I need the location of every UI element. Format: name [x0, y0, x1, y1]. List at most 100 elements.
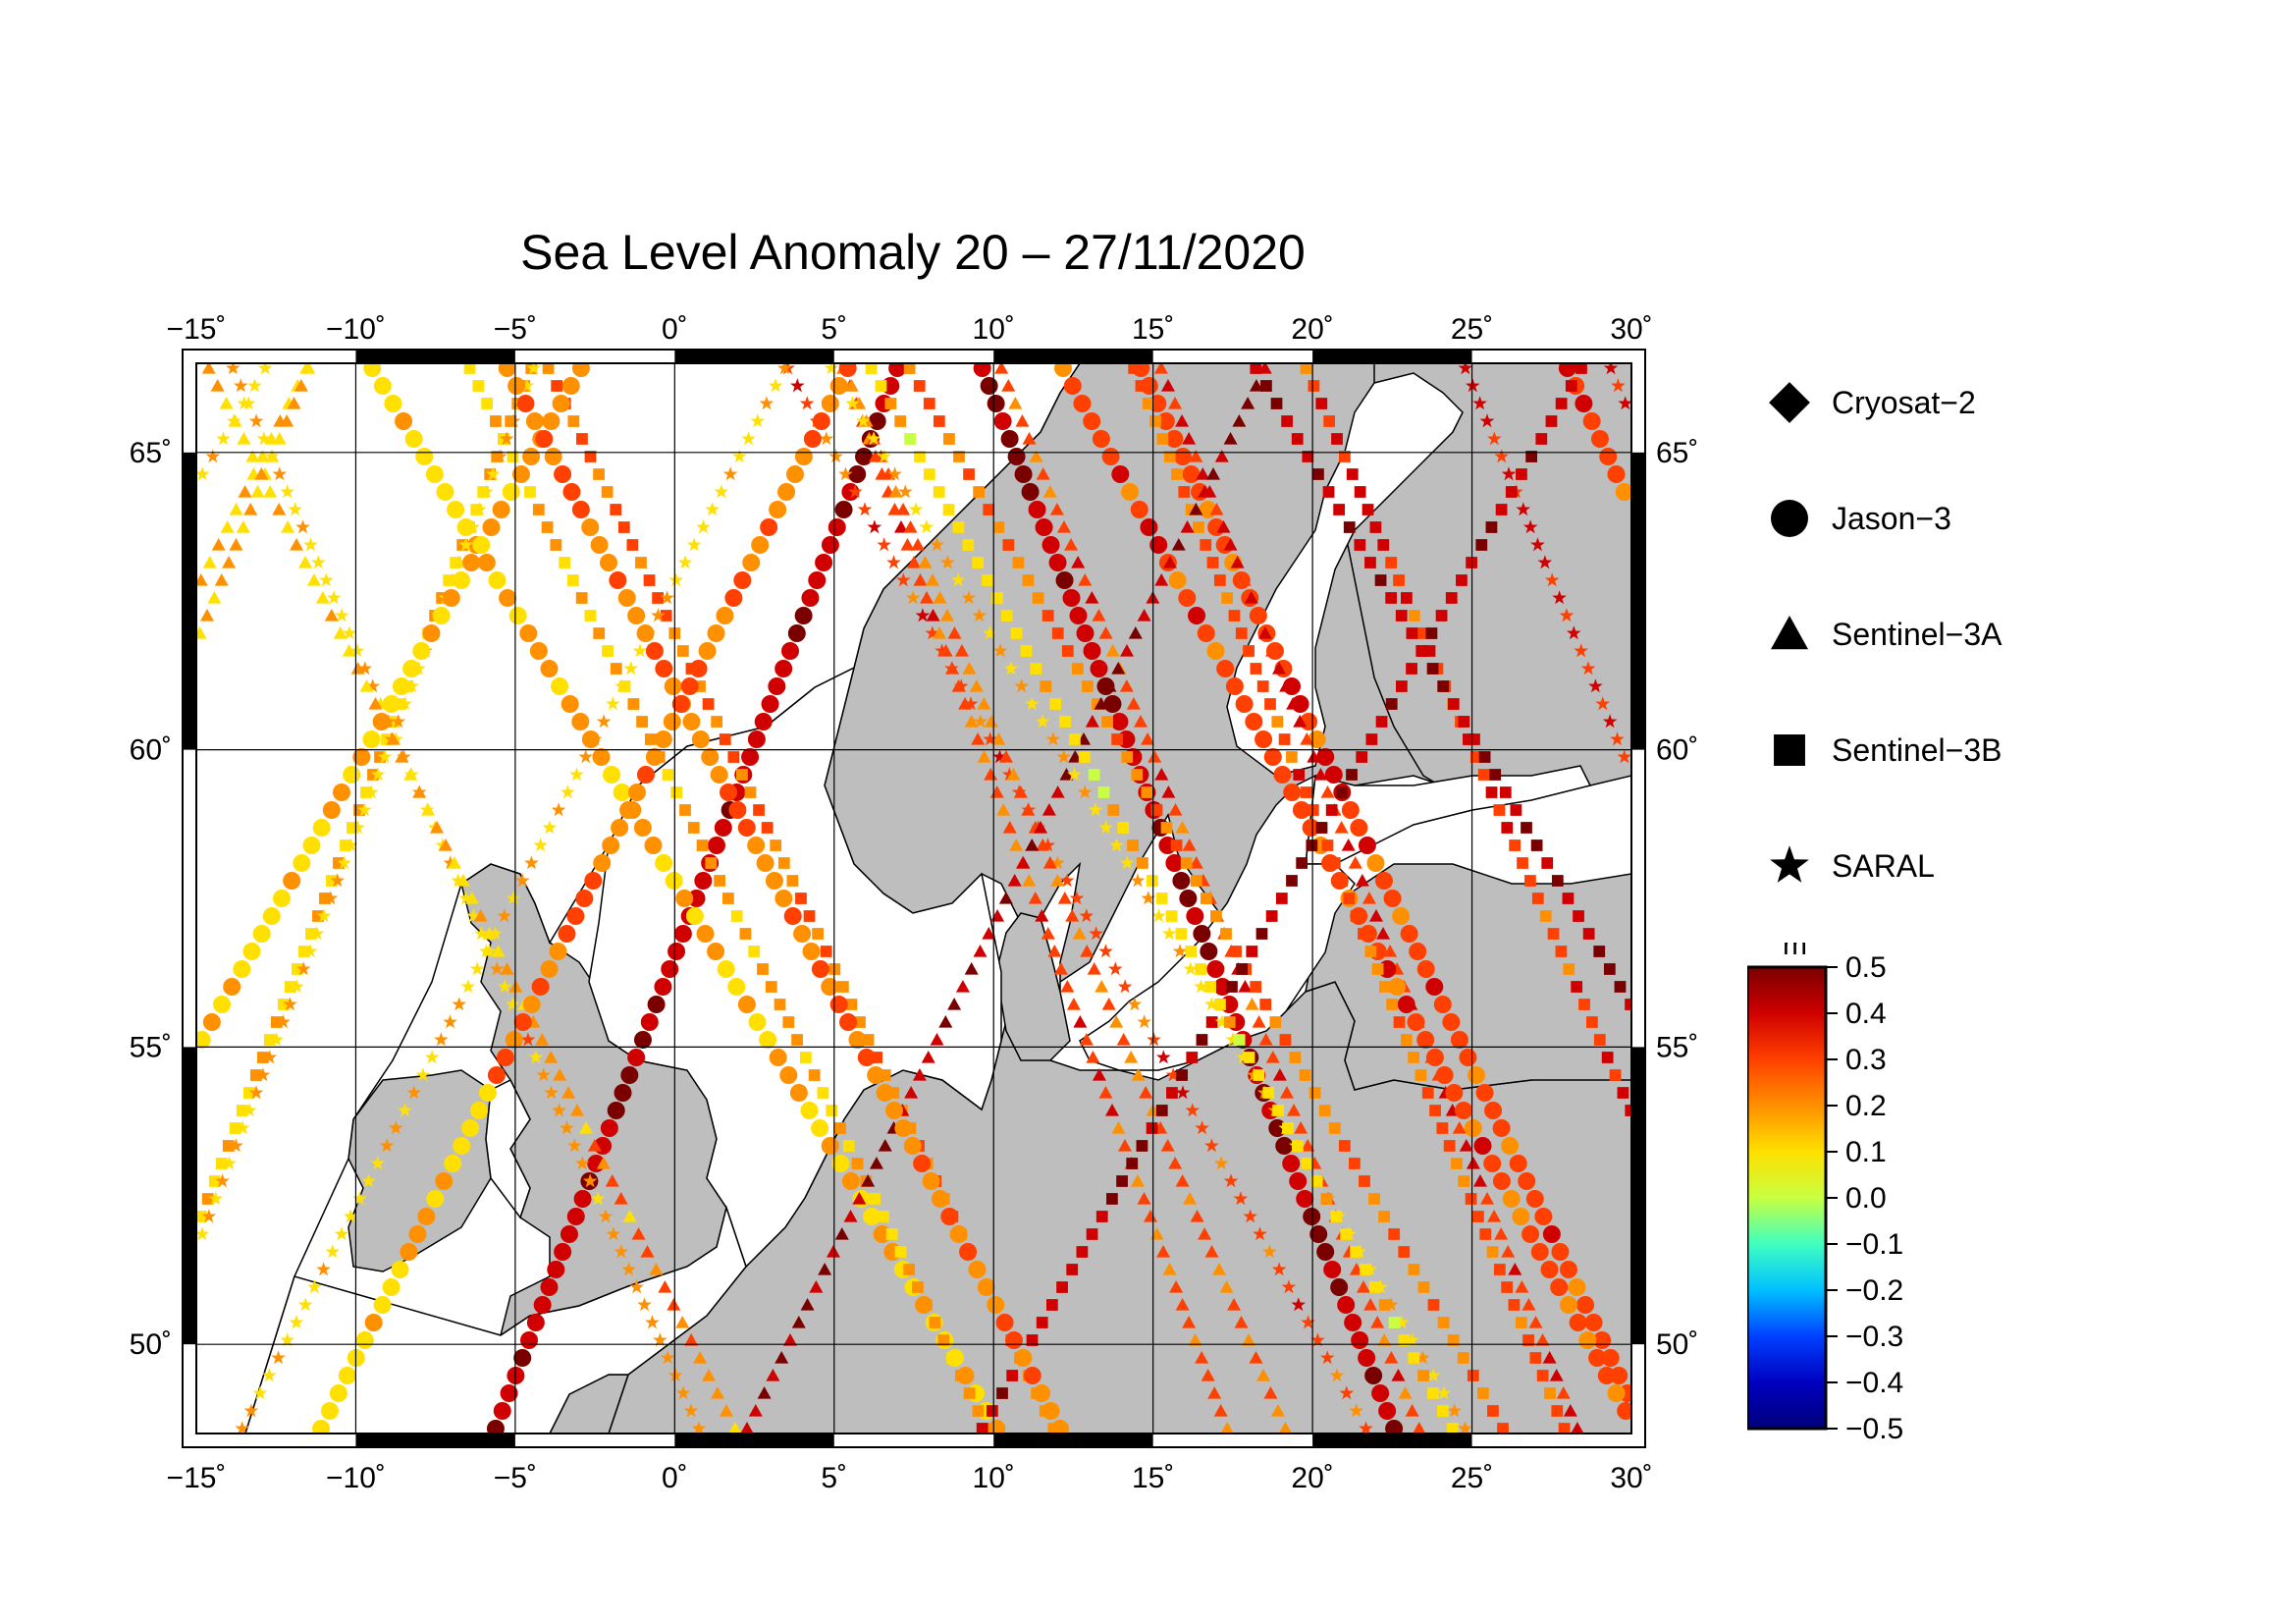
track-point	[1180, 520, 1195, 533]
track-point	[848, 1031, 867, 1049]
sea-irish-sea	[485, 1078, 531, 1219]
track-point	[1310, 1175, 1323, 1187]
track-point	[363, 784, 379, 799]
track-point	[526, 363, 541, 375]
track-point	[558, 925, 576, 943]
track-point	[241, 1103, 257, 1117]
track-point	[326, 590, 342, 605]
track-point	[940, 1208, 959, 1225]
track-point	[1388, 978, 1407, 996]
track-point	[1316, 748, 1335, 766]
track-point	[1226, 981, 1238, 993]
track-point	[269, 1032, 284, 1047]
track-point	[637, 1297, 652, 1312]
track-point	[1329, 1368, 1345, 1382]
track-point	[786, 875, 799, 887]
track-point	[606, 696, 620, 711]
track-point	[1230, 556, 1245, 568]
track-point	[1371, 1384, 1390, 1402]
track-point	[799, 396, 815, 410]
track-point	[1000, 430, 1019, 448]
track-point	[812, 412, 830, 430]
track-point	[360, 786, 372, 798]
track-point	[1182, 465, 1201, 483]
track-point	[1264, 644, 1279, 657]
track-point	[803, 910, 816, 922]
track-point	[1582, 928, 1595, 940]
track-point	[1515, 1280, 1529, 1293]
track-point	[536, 1067, 551, 1082]
track-point	[1196, 467, 1210, 480]
track-point	[1551, 875, 1564, 887]
track-point	[1310, 1332, 1325, 1347]
track-point	[780, 642, 799, 660]
track-point	[250, 485, 265, 498]
track-point	[1346, 468, 1359, 480]
track-point	[1069, 891, 1085, 905]
track-point	[342, 625, 357, 640]
track-point	[1127, 997, 1143, 1011]
track-point	[1061, 645, 1074, 657]
track-point	[667, 1368, 683, 1382]
track-point	[482, 944, 497, 958]
track-point	[1263, 748, 1282, 766]
track-point	[1275, 893, 1288, 904]
track-point	[283, 997, 297, 1011]
track-point	[921, 1051, 935, 1063]
track-point	[1050, 785, 1065, 798]
track-point	[664, 677, 682, 695]
track-point	[711, 716, 723, 728]
track-point	[954, 1370, 967, 1381]
track-point	[682, 713, 701, 730]
track-point	[435, 1172, 454, 1190]
track-point	[1569, 1314, 1587, 1331]
track-point	[811, 960, 829, 978]
track-point	[438, 839, 453, 851]
track-point	[1291, 1297, 1307, 1312]
lon-tick-label-top: −10˚	[326, 313, 386, 346]
track-point	[391, 1261, 409, 1278]
track-point	[1036, 1317, 1048, 1328]
track-point	[1264, 698, 1276, 710]
track-point	[986, 1405, 998, 1417]
track-point	[1588, 1349, 1607, 1367]
track-point	[1185, 1103, 1201, 1117]
track-point	[342, 644, 356, 657]
track-point	[826, 1105, 838, 1116]
track-point	[1607, 465, 1626, 483]
track-point	[288, 502, 302, 516]
track-point	[1611, 378, 1626, 393]
track-point	[705, 857, 718, 869]
track-point	[306, 573, 321, 586]
track-point	[1323, 1261, 1342, 1278]
track-point	[627, 607, 646, 624]
track-point	[584, 872, 603, 890]
track-point	[1501, 1137, 1520, 1155]
track-point	[210, 379, 225, 392]
track-point	[554, 1243, 572, 1261]
track-point	[1442, 1013, 1461, 1031]
track-point	[1558, 1423, 1571, 1434]
track-point	[1406, 627, 1418, 639]
track-point	[1154, 768, 1169, 781]
track-point	[1319, 1350, 1335, 1365]
track-point	[566, 907, 585, 925]
track-point	[430, 821, 445, 834]
sea-gulf-of-finland	[1305, 765, 1592, 865]
colorbar-gradient	[1747, 965, 1828, 1431]
track-point	[1475, 1084, 1494, 1102]
track-point	[845, 396, 860, 410]
track-point	[1286, 697, 1301, 710]
track-point	[1087, 962, 1101, 975]
track-point	[1059, 716, 1071, 728]
track-point	[373, 696, 388, 711]
track-point	[1083, 412, 1101, 430]
track-point	[923, 468, 935, 480]
track-point	[677, 555, 693, 569]
track-point	[1510, 804, 1522, 816]
track-point	[207, 591, 222, 604]
track-point	[667, 1298, 681, 1311]
track-point	[748, 1404, 763, 1417]
track-point	[432, 607, 451, 624]
track-point	[1041, 610, 1054, 622]
